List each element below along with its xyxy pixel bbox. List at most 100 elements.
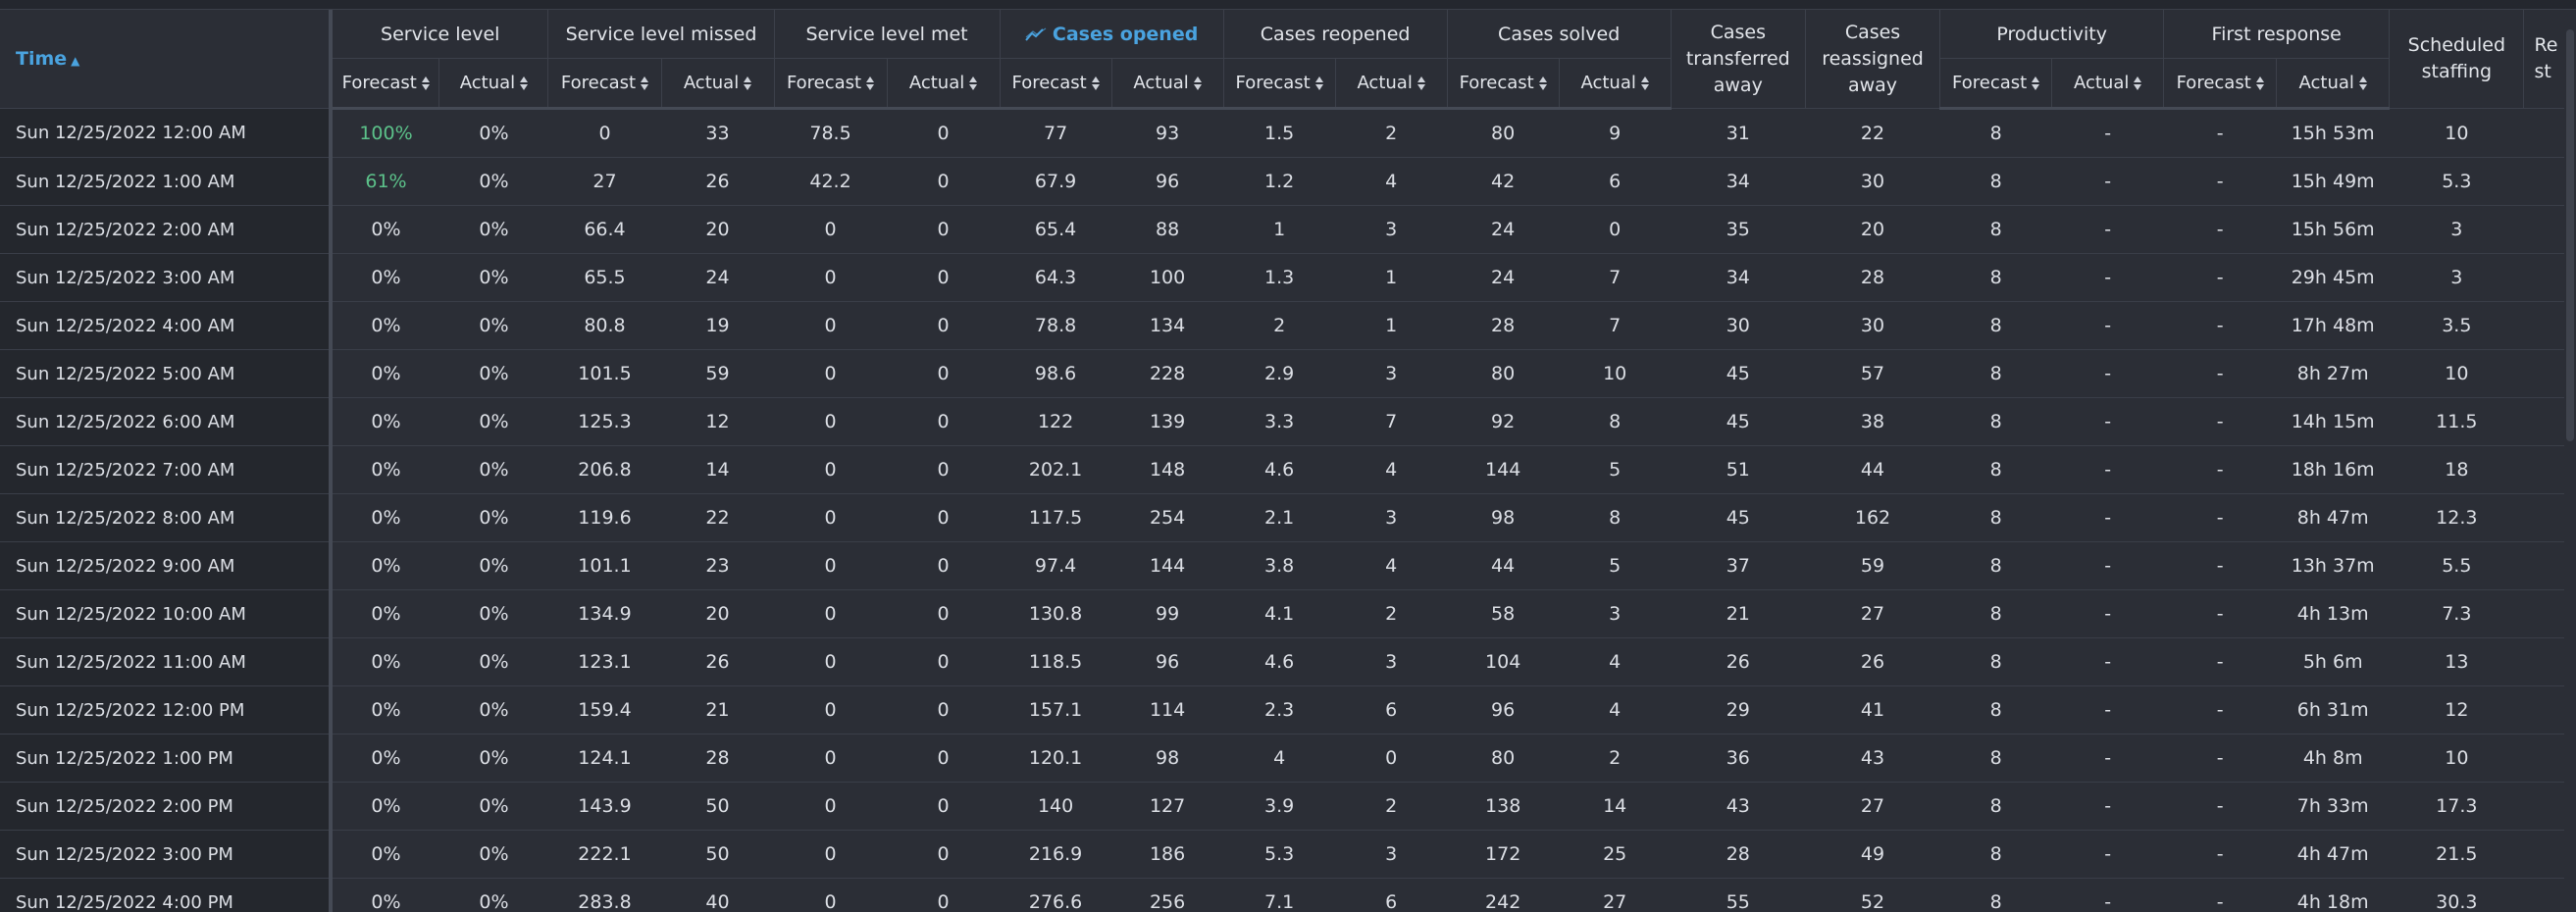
data-cell: 3	[1335, 493, 1448, 542]
table-row: Sun 12/25/2022 2:00 AM 0% 0% 66.4 20 0 0 65.4 88…	[0, 205, 2576, 254]
data-cell: 0%	[438, 782, 548, 831]
data-cell: 3	[1335, 830, 1448, 879]
cases-reopened-forecast-sort-header[interactable]: Forecast	[1223, 58, 1336, 110]
data-cell: 67.9	[1000, 157, 1112, 206]
data-cell: 4h 47m	[2276, 830, 2390, 879]
service-level-missed-actual-sort-header[interactable]: Actual	[661, 58, 775, 110]
vertical-scrollbar[interactable]	[2564, 10, 2576, 912]
data-cell: 78.8	[1000, 301, 1112, 350]
data-cell: 114	[1111, 685, 1224, 735]
data-cell: 242	[1447, 878, 1560, 912]
data-cell: 30	[1671, 301, 1806, 350]
data-cell: 57	[1805, 349, 1940, 398]
cases-opened-actual-sort-header[interactable]: Actual	[1111, 58, 1224, 110]
data-cell: 0%	[438, 637, 548, 686]
data-cell: 98.6	[1000, 349, 1112, 398]
data-cell: 35	[1671, 205, 1806, 254]
data-cell: 0	[887, 685, 1001, 735]
data-cell: 4h 13m	[2276, 589, 2390, 638]
data-cell: 2	[1335, 589, 1448, 638]
data-cell: 52	[1805, 878, 1940, 912]
data-cell: 0	[774, 589, 888, 638]
data-cell: -	[2051, 445, 2164, 494]
data-cell: 12	[2389, 685, 2524, 735]
service-level-met-header: Service level met	[774, 10, 1001, 59]
data-cell: 130.8	[1000, 589, 1112, 638]
data-cell: 104	[1447, 637, 1560, 686]
data-cell: 0	[887, 830, 1001, 879]
cases-opened-forecast-sort-header[interactable]: Forecast	[1000, 58, 1112, 110]
service-level-missed-forecast-sort-header[interactable]: Forecast	[547, 58, 662, 110]
data-cell: 17h 48m	[2276, 301, 2390, 350]
scrollbar-thumb[interactable]	[2566, 29, 2574, 441]
data-cell: 59	[1805, 541, 1940, 590]
table-row: Sun 12/25/2022 7:00 AM 0% 0% 206.8 14 0 0 202.1…	[0, 445, 2576, 494]
data-cell: 4	[1559, 685, 1672, 735]
data-cell: 24	[1447, 253, 1560, 302]
forecast-label: Forecast	[341, 73, 417, 93]
data-cell: 8	[1939, 541, 2052, 590]
data-cell: 101.5	[547, 349, 661, 398]
data-cell: 27	[547, 157, 661, 206]
data-cell: 0%	[331, 685, 439, 735]
data-cell: 157.1	[1000, 685, 1112, 735]
data-cell: -	[2163, 734, 2277, 783]
service-level-actual-sort-header[interactable]: Actual	[438, 58, 549, 110]
sort-toggle-icon	[1091, 76, 1100, 91]
data-cell: 0%	[438, 205, 548, 254]
productivity-forecast-sort-header[interactable]: Forecast	[1939, 58, 2053, 110]
first-response-actual-sort-header[interactable]: Actual	[2276, 58, 2391, 110]
data-cell: 8	[1939, 253, 2052, 302]
data-cell: 0%	[438, 878, 548, 912]
cases-solved-actual-sort-header[interactable]: Actual	[1559, 58, 1672, 110]
cases-opened-header[interactable]: Cases opened	[1000, 10, 1224, 59]
data-cell: 5.3	[2389, 157, 2524, 206]
data-cell: 3	[2389, 253, 2524, 302]
sort-toggle-icon	[969, 76, 978, 91]
data-cell: 144	[1447, 445, 1560, 494]
cases-reopened-actual-sort-header[interactable]: Actual	[1335, 58, 1448, 110]
data-cell: 4.6	[1223, 445, 1336, 494]
service-level-met-actual-sort-header[interactable]: Actual	[887, 58, 1001, 110]
service-level-met-forecast-sort-header[interactable]: Forecast	[774, 58, 888, 110]
data-cell: 0	[774, 445, 888, 494]
data-cell: 0%	[438, 397, 548, 446]
data-cell: 0%	[438, 589, 548, 638]
service-level-forecast-sort-header[interactable]: Forecast	[331, 58, 440, 110]
table-row: Sun 12/25/2022 9:00 AM 0% 0% 101.1 23 0 0 97.4 1…	[0, 541, 2576, 590]
data-cell: 28	[1671, 830, 1806, 879]
time-column-header[interactable]: Time ▲	[0, 10, 333, 109]
data-cell: 0	[887, 493, 1001, 542]
data-cell: 0	[774, 397, 888, 446]
time-cell: Sun 12/25/2022 4:00 PM	[0, 878, 333, 912]
table-row: Sun 12/25/2022 3:00 PM 0% 0% 222.1 50 0 0 216.9…	[0, 830, 2576, 879]
data-cell: 0%	[331, 830, 439, 879]
time-cell: Sun 12/25/2022 8:00 AM	[0, 493, 333, 542]
first-response-forecast-sort-header[interactable]: Forecast	[2163, 58, 2278, 110]
table-row: Sun 12/25/2022 2:00 PM 0% 0% 143.9 50 0 0 140 12…	[0, 782, 2576, 831]
data-cell: -	[2051, 589, 2164, 638]
data-cell: 27	[1805, 782, 1940, 831]
time-cell: Sun 12/25/2022 4:00 AM	[0, 301, 333, 350]
data-cell: 0%	[438, 349, 548, 398]
data-cell: 3	[1335, 349, 1448, 398]
data-cell: -	[2051, 830, 2164, 879]
data-cell: 5.5	[2389, 541, 2524, 590]
productivity-actual-sort-header[interactable]: Actual	[2051, 58, 2165, 110]
data-cell: 14	[1559, 782, 1672, 831]
data-cell: -	[2163, 397, 2277, 446]
table-row: Sun 12/25/2022 12:00 PM 0% 0% 159.4 21 0 0 157.…	[0, 685, 2576, 735]
sort-toggle-icon	[2032, 76, 2040, 91]
data-cell: -	[2051, 782, 2164, 831]
data-cell: 98	[1111, 734, 1224, 783]
cases-solved-forecast-sort-header[interactable]: Forecast	[1447, 58, 1560, 110]
data-cell: 4h 18m	[2276, 878, 2390, 912]
data-cell: 0%	[438, 734, 548, 783]
data-cell: 0	[774, 734, 888, 783]
data-cell: 43	[1805, 734, 1940, 783]
data-cell: 4	[1335, 445, 1448, 494]
time-cell: Sun 12/25/2022 2:00 AM	[0, 205, 333, 254]
data-cell: 33	[661, 108, 775, 158]
data-cell: 0%	[438, 541, 548, 590]
data-cell: 6	[1335, 685, 1448, 735]
